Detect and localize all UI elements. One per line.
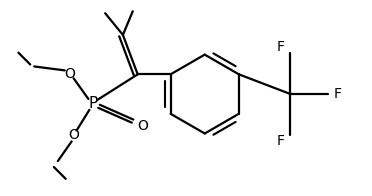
Text: O: O [64, 67, 75, 81]
Text: F: F [277, 40, 285, 54]
Text: O: O [137, 119, 148, 133]
Text: O: O [68, 128, 79, 142]
Text: F: F [334, 87, 342, 101]
Text: P: P [89, 96, 98, 111]
Text: F: F [277, 134, 285, 148]
